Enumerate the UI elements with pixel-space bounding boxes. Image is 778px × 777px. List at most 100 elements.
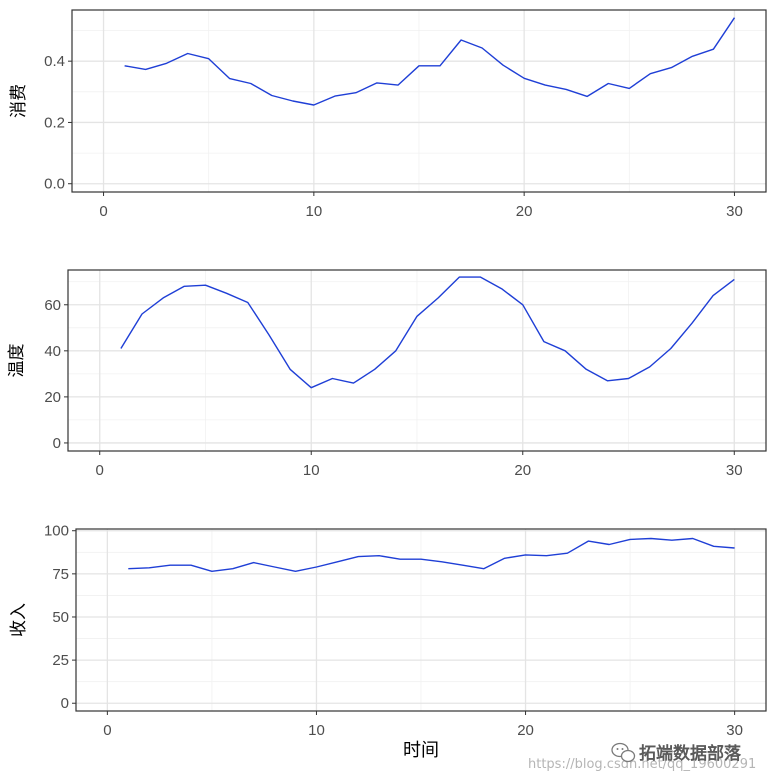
data-point (649, 73, 651, 75)
data-point (712, 294, 714, 296)
data-point (183, 285, 185, 287)
data-point (355, 92, 357, 94)
data-point (608, 543, 610, 545)
y-tick-label: 0 (61, 695, 69, 712)
data-point (418, 65, 420, 67)
data-point (127, 567, 129, 569)
y-tick-label: 25 (52, 652, 69, 669)
series-line (120, 276, 735, 389)
data-point (289, 368, 291, 370)
data-point (420, 558, 422, 560)
data-point (141, 313, 143, 315)
data-point (144, 68, 146, 70)
data-point (458, 276, 460, 278)
data-point (352, 382, 354, 384)
data-point (186, 52, 188, 54)
data-point (229, 77, 231, 79)
data-point (565, 88, 567, 90)
data-point (162, 297, 164, 299)
watermark: https://blog.csdn.net/qq_19600291 拓端数据部落 (528, 742, 756, 772)
data-point (670, 66, 672, 68)
watermark-brand: 拓端数据部落 (639, 743, 742, 764)
data-point (670, 347, 672, 349)
data-point (207, 58, 209, 60)
y-tick-label: 75 (52, 566, 69, 583)
data-point (586, 95, 588, 97)
watermark-url: https://blog.csdn.net/qq_19600291 (528, 757, 756, 772)
data-point (357, 555, 359, 557)
y-tick-label: 0.0 (44, 176, 65, 193)
data-point (733, 16, 735, 18)
data-point (733, 278, 735, 280)
panel-border (67, 269, 767, 452)
data-point (522, 304, 524, 306)
data-point (712, 48, 714, 50)
data-point (585, 368, 587, 370)
data-point (566, 552, 568, 554)
data-point (313, 104, 315, 106)
series-line (124, 17, 736, 106)
data-point (123, 65, 125, 67)
data-point (273, 566, 275, 568)
data-point (650, 537, 652, 539)
data-point (500, 287, 502, 289)
panel-border (75, 528, 767, 712)
data-point (692, 537, 694, 539)
x-tick-label: 30 (726, 203, 743, 220)
data-point (544, 84, 546, 86)
data-point (564, 350, 566, 352)
data-point (247, 301, 249, 303)
data-point (587, 540, 589, 542)
data-point (336, 561, 338, 563)
y-axis-title: 消费 (9, 84, 29, 118)
data-point (627, 377, 629, 379)
data-point (671, 539, 673, 541)
data-point (190, 564, 192, 566)
y-tick-label: 0 (53, 435, 61, 452)
data-point (629, 538, 631, 540)
data-point (481, 47, 483, 49)
data-point (503, 557, 505, 559)
data-point (271, 94, 273, 96)
data-point (483, 567, 485, 569)
data-point (416, 315, 418, 317)
x-tick-label: 30 (726, 462, 743, 479)
data-point (441, 561, 443, 563)
data-point (479, 276, 481, 278)
data-point (292, 100, 294, 102)
data-point (169, 564, 171, 566)
x-tick-label: 20 (517, 722, 534, 739)
data-point (628, 87, 630, 89)
data-point (502, 64, 504, 66)
data-point (334, 95, 336, 97)
x-tick-label: 10 (308, 722, 325, 739)
data-point (543, 340, 545, 342)
x-tick-label: 20 (514, 462, 531, 479)
panel-2: 0 10 20 30 0 20 40 60 温度 (7, 269, 767, 479)
data-point (733, 547, 735, 549)
data-point (253, 561, 255, 563)
y-tick-label: 100 (44, 523, 69, 540)
x-axis-title: 时间 (403, 740, 439, 761)
data-point (376, 82, 378, 84)
y-tick-label: 50 (52, 609, 69, 626)
data-point (606, 380, 608, 382)
data-point (148, 567, 150, 569)
x-tick-label: 0 (99, 203, 107, 220)
data-point (294, 570, 296, 572)
y-axis-title: 温度 (7, 344, 27, 378)
data-point (373, 368, 375, 370)
y-tick-label: 40 (44, 343, 61, 360)
panel-1: 0 10 20 30 0.0 0.2 0.4 消费 (9, 9, 767, 220)
data-point (713, 545, 715, 547)
data-point (250, 82, 252, 84)
data-point (399, 558, 401, 560)
data-point (691, 322, 693, 324)
data-point (524, 554, 526, 556)
x-tick-label: 30 (726, 722, 743, 739)
panel-border (71, 9, 767, 193)
data-point (439, 65, 441, 67)
data-point (437, 297, 439, 299)
x-tick-label: 0 (96, 462, 104, 479)
